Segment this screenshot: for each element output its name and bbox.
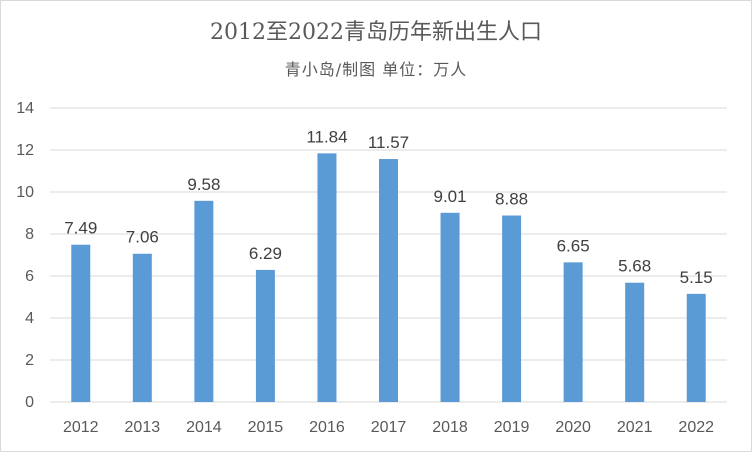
bar xyxy=(255,269,275,402)
x-tick-label: 2021 xyxy=(617,419,653,436)
chart-title: 2012至2022青岛历年新出生人口 xyxy=(210,20,542,45)
data-label: 5.15 xyxy=(680,268,713,287)
x-tick-label: 2014 xyxy=(186,419,222,436)
x-tick-label: 2020 xyxy=(555,419,591,436)
bar xyxy=(317,153,337,402)
y-tick-label: 4 xyxy=(25,310,34,327)
y-tick-label: 6 xyxy=(25,268,34,285)
data-label: 7.49 xyxy=(64,219,97,238)
data-label: 7.06 xyxy=(126,228,159,247)
bar xyxy=(194,200,214,402)
y-tick-label: 14 xyxy=(16,100,34,117)
data-label: 9.01 xyxy=(433,187,466,206)
y-tick-label: 0 xyxy=(25,394,34,411)
y-tick-label: 12 xyxy=(16,142,34,159)
x-tick-label: 2017 xyxy=(371,419,407,436)
x-tick-label: 2015 xyxy=(248,419,284,436)
data-label: 6.65 xyxy=(557,236,590,255)
bar xyxy=(686,293,706,402)
data-label: 6.29 xyxy=(249,244,282,263)
bar xyxy=(440,212,460,402)
y-tick-label: 2 xyxy=(25,352,34,369)
x-tick-label: 2016 xyxy=(309,419,345,436)
y-axis-ticks: 0 2 4 6 8 10 12 14 xyxy=(16,100,34,411)
bar xyxy=(563,262,583,402)
bar xyxy=(502,215,522,402)
data-label: 5.68 xyxy=(618,257,651,276)
x-tick-label: 2012 xyxy=(63,419,99,436)
data-label: 8.88 xyxy=(495,190,528,209)
x-tick-label: 2022 xyxy=(678,419,714,436)
bar xyxy=(71,244,91,402)
bar xyxy=(379,159,398,402)
bars xyxy=(71,153,706,402)
x-tick-label: 2013 xyxy=(125,419,161,436)
data-labels: 7.49 7.06 9.58 6.29 11.84 11.57 9.01 8.88 6.65 5.… xyxy=(64,127,713,286)
bar xyxy=(132,253,152,402)
x-tick-label: 2018 xyxy=(432,419,468,436)
x-tick-label: 2019 xyxy=(494,419,530,436)
data-label: 9.58 xyxy=(187,175,220,194)
data-label: 11.84 xyxy=(306,127,347,146)
chart-subtitle: 青小岛/制图 单位：万人 xyxy=(284,60,468,79)
data-label: 11.57 xyxy=(368,133,409,152)
y-tick-label: 10 xyxy=(16,184,34,201)
y-tick-label: 8 xyxy=(25,226,34,243)
bar xyxy=(625,282,645,402)
x-axis-ticks: 2012 2013 2014 2015 2016 2017 2018 2019 2020 2021… xyxy=(63,419,714,436)
